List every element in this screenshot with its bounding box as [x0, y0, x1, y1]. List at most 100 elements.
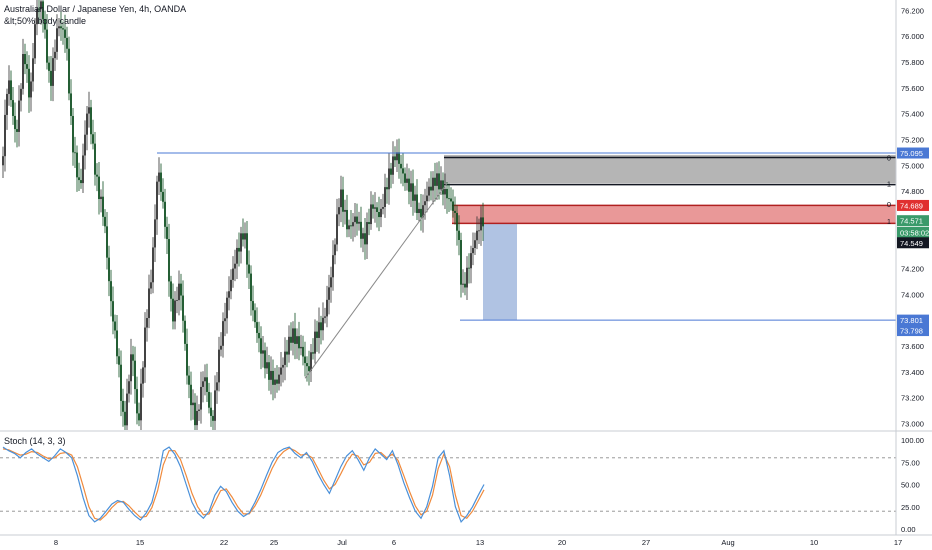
price-tag-bg: [897, 215, 929, 227]
candle-body: [416, 194, 418, 214]
candle-body: [262, 350, 264, 354]
candle-body: [20, 88, 22, 101]
price-tag-bg: [897, 199, 929, 211]
candle-body: [170, 281, 172, 299]
candle-body: [122, 400, 124, 412]
candle-body: [68, 48, 70, 94]
price-tag-label: 75.095: [900, 149, 923, 158]
candle-body: [102, 196, 104, 217]
candle-body: [280, 367, 282, 375]
candle-body: [98, 176, 100, 200]
candle-body: [208, 391, 210, 408]
candle-body: [312, 352, 314, 354]
candle-body: [152, 247, 154, 283]
price-tag: 74.571: [897, 215, 929, 227]
candle-body: [56, 28, 58, 52]
price-tag-bg: [897, 314, 929, 326]
price-tag-label: 74.549: [900, 239, 923, 248]
candle-body: [78, 177, 80, 181]
price-tick-label: 75.400: [901, 110, 924, 119]
price-tag-bg: [897, 237, 929, 249]
stoch-d-line: [2, 447, 485, 521]
candle-body: [186, 343, 188, 376]
stochastic-pane: 100.00 75.00 50.00 25.00 0.00: [0, 436, 924, 534]
candle-body: [358, 221, 360, 224]
candle-body: [132, 354, 134, 361]
candle-body: [438, 173, 440, 190]
candle-body: [156, 181, 158, 220]
candle-body: [338, 207, 340, 215]
candle-body: [374, 207, 376, 209]
candle-body: [406, 178, 408, 183]
stoch-tick-label: 50.00: [901, 481, 920, 490]
candle-body: [12, 100, 14, 116]
candle-body: [246, 233, 248, 265]
time-tick-label: 20: [558, 538, 566, 547]
candle-body: [106, 226, 108, 258]
candle-body: [2, 156, 4, 166]
candle-body: [94, 143, 96, 175]
candle-body: [440, 180, 442, 190]
candle-body: [382, 206, 384, 209]
candle-body: [172, 298, 174, 322]
candle-body: [370, 204, 372, 225]
target-zone: [483, 223, 517, 321]
candle-body: [194, 402, 196, 426]
candle-body: [112, 301, 114, 322]
candle-body: [150, 282, 152, 289]
time-tick-label: 25: [270, 538, 278, 547]
time-tick-label: 10: [810, 538, 818, 547]
candle-body: [256, 322, 258, 333]
candle-body: [450, 198, 452, 202]
price-tick-label: 73.600: [901, 342, 924, 351]
candle-body: [128, 381, 130, 394]
candle-body: [426, 195, 428, 202]
candle-body: [206, 377, 208, 392]
candle-body: [204, 377, 206, 382]
candle-body: [200, 386, 202, 410]
candle-body: [72, 115, 74, 153]
candle-body: [8, 80, 10, 94]
candle-body: [154, 219, 156, 248]
candle-body: [334, 244, 336, 256]
candle-body: [378, 211, 380, 218]
candle-body: [176, 300, 178, 301]
candle-body: [464, 283, 466, 288]
candle-body: [222, 321, 224, 346]
candle-body: [4, 114, 6, 157]
candle-body: [32, 58, 34, 82]
price-tag: 75.095: [897, 147, 929, 159]
candle-body: [28, 68, 30, 98]
candle-body: [480, 217, 482, 231]
candle-body: [326, 299, 328, 317]
candle-body: [58, 26, 60, 29]
candle-body: [448, 198, 450, 200]
candle-body: [420, 208, 422, 218]
candle-body: [168, 239, 170, 282]
candle-body: [228, 291, 230, 298]
candle-body: [190, 384, 192, 406]
candle-body: [18, 100, 20, 132]
candle-body: [160, 172, 162, 192]
candle-body: [34, 24, 36, 59]
candle-body: [174, 300, 176, 322]
price-tag-bg: [897, 325, 929, 337]
price-tag-label: 03:58:02: [900, 228, 929, 237]
candle-body: [114, 321, 116, 331]
candle-body: [346, 209, 348, 230]
candle-body: [328, 287, 330, 300]
candle-body: [258, 332, 260, 339]
candle-body: [22, 54, 24, 89]
candle-body: [96, 174, 98, 177]
candle-body: [36, 8, 38, 25]
stochastic-label: Stoch (14, 3, 3): [4, 436, 66, 446]
stoch-k-line: [2, 446, 485, 524]
candle-body: [434, 177, 436, 186]
candle-body: [296, 336, 298, 344]
candle-body: [350, 225, 352, 227]
candle-body: [360, 221, 362, 239]
price-tag-label: 74.689: [900, 201, 923, 210]
candle-body: [306, 363, 308, 367]
candle-body: [40, 1, 42, 10]
